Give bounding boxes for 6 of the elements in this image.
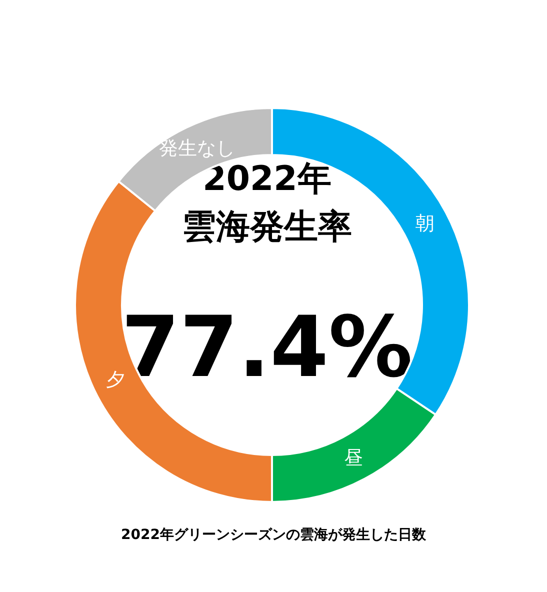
text: 2022年グリーンシーズンの雲海が発生した日数 [120,526,427,544]
text: 2022年 [202,159,332,199]
slice-label: 発生なし [159,137,236,160]
text: 雲海発生率 [182,207,352,247]
slice-label: 朝 [416,212,435,234]
slice-label: 昼 [344,447,364,470]
